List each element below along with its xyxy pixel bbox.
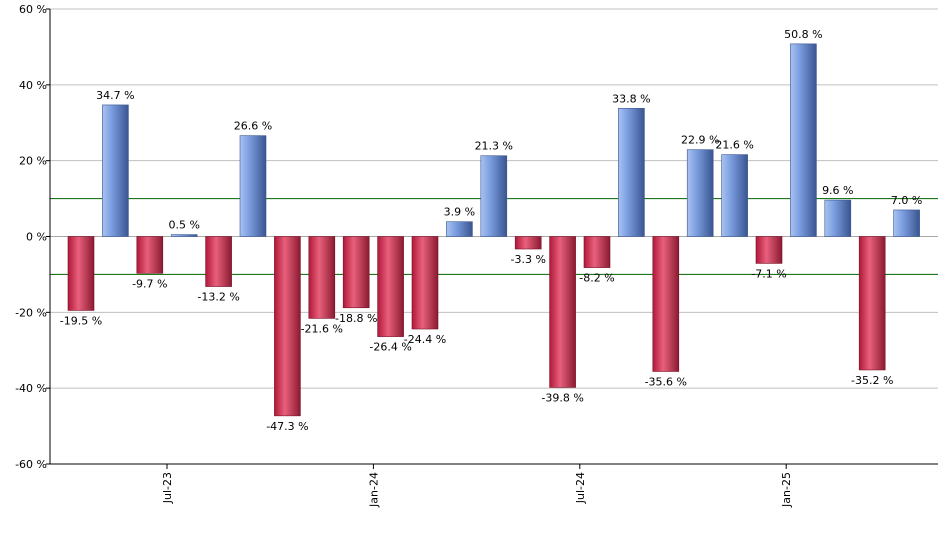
bar-4 — [205, 236, 232, 287]
data-label-12: 21.3 % — [475, 140, 513, 153]
bar-10 — [411, 236, 439, 330]
bar-3 — [170, 234, 198, 237]
data-label-1: 34.7 % — [96, 89, 134, 102]
data-label-19: 21.6 % — [715, 139, 753, 152]
data-label-14: -39.8 % — [541, 391, 583, 404]
y-tick-label-3: 0 % — [26, 231, 47, 244]
data-label-10: -24.4 % — [404, 333, 446, 346]
bars — [67, 43, 920, 417]
data-label-24: 7.0 % — [891, 194, 922, 207]
bar-22 — [824, 199, 852, 237]
bar-8 — [342, 236, 370, 309]
bar-21 — [790, 43, 817, 237]
data-label-20: -7.1 % — [751, 267, 786, 280]
bar-20 — [755, 236, 783, 264]
bar-13 — [514, 236, 542, 250]
x-tick-label-2: Jul-24 — [574, 472, 587, 504]
bar-15 — [583, 236, 611, 268]
bar-14 — [549, 236, 576, 388]
y-tick-label-0: 60 % — [19, 3, 47, 16]
bar-17 — [652, 236, 680, 372]
data-label-8: -18.8 % — [335, 312, 377, 325]
data-label-7: -21.6 % — [301, 322, 343, 335]
x-tick-label-3: Jan-25 — [780, 472, 793, 508]
bar-5 — [239, 135, 267, 237]
y-tick-label-2: 20 % — [19, 155, 47, 168]
bar-23 — [858, 236, 886, 371]
bar-24 — [893, 209, 920, 237]
data-labels: -19.5 % 34.7 % -9.7 % 0.5 % -13.2 % 26.6 % -47… — [60, 28, 923, 433]
data-label-16: 33.8 % — [612, 92, 650, 105]
bar-16 — [618, 108, 645, 237]
data-label-11: 3.9 % — [444, 206, 475, 219]
data-label-22: 9.6 % — [822, 184, 853, 197]
bar-19 — [721, 154, 748, 237]
bar-9 — [377, 236, 404, 337]
y-tick-label-6: -60 % — [15, 458, 47, 471]
axes: 60 % 40 % 20 % 0 % -20 % -40 % -60 % Jul-23 Jan-… — [15, 3, 938, 508]
data-label-13: -3.3 % — [510, 253, 545, 266]
data-label-15: -8.2 % — [579, 272, 614, 285]
data-label-21: 50.8 % — [784, 28, 822, 41]
data-label-2: -9.7 % — [132, 277, 167, 290]
data-label-9: -26.4 % — [369, 341, 411, 354]
bar-11 — [446, 221, 473, 237]
x-tick-label-0: Jul-23 — [161, 472, 174, 504]
bar-6 — [274, 236, 301, 417]
bar-7 — [308, 236, 336, 319]
data-label-18: 22.9 % — [681, 134, 719, 147]
data-label-0: -19.5 % — [60, 314, 102, 327]
data-label-4: -13.2 % — [197, 291, 239, 304]
x-tick-label-1: Jan-24 — [367, 472, 380, 508]
data-label-17: -35.6 % — [645, 375, 687, 388]
data-label-6: -47.3 % — [266, 420, 308, 433]
data-label-3: 0.5 % — [168, 219, 199, 232]
y-tick-label-5: -40 % — [15, 382, 47, 395]
bar-18 — [686, 149, 714, 237]
bar-2 — [136, 236, 164, 274]
data-label-5: 26.6 % — [234, 120, 272, 133]
bar-0 — [67, 236, 95, 311]
data-label-23: -35.2 % — [851, 374, 893, 387]
y-tick-label-1: 40 % — [19, 79, 47, 92]
bar-1 — [102, 104, 129, 237]
y-tick-label-4: -20 % — [15, 306, 47, 319]
bar-12 — [480, 155, 508, 237]
